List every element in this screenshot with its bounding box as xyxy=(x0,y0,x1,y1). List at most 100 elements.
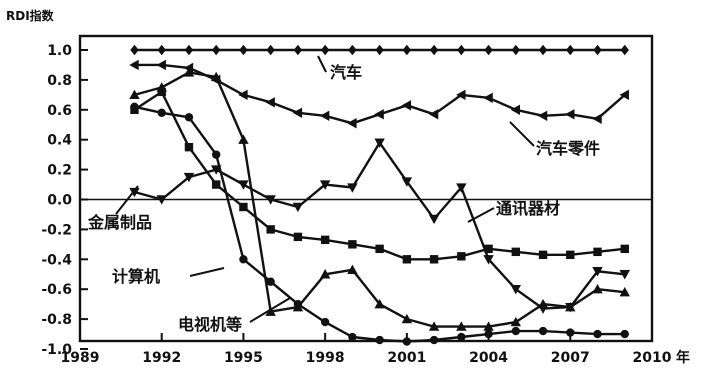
series-2-point xyxy=(238,180,249,190)
series-5-point xyxy=(211,150,221,159)
plot-frame xyxy=(78,34,654,343)
annotation-label: 金属制品 xyxy=(87,213,152,232)
y-tick-label: 1.0 xyxy=(47,43,72,59)
series-4-point xyxy=(483,321,494,331)
series-4-point xyxy=(347,264,358,274)
series-marker-group xyxy=(129,44,630,346)
series-1-point xyxy=(537,110,548,121)
series-1-point xyxy=(401,100,412,111)
series-1-point xyxy=(183,62,194,74)
series-5-point xyxy=(484,329,493,339)
series-1-point xyxy=(319,110,330,121)
series-2-point xyxy=(265,195,276,205)
y-tick-label: -1.0 xyxy=(41,342,72,358)
series-2-point xyxy=(619,270,630,280)
series-4-point xyxy=(510,316,522,327)
series-line-group xyxy=(133,48,626,343)
x-tick-label: 2010 xyxy=(633,350,672,366)
series-0-point xyxy=(620,44,629,56)
annotation-pointer xyxy=(509,121,535,147)
y-tick-label: 0.8 xyxy=(47,73,72,89)
annotation-pointer xyxy=(115,185,139,215)
series-1-point xyxy=(428,109,439,120)
annotation-pointer xyxy=(249,297,291,323)
series-2-line xyxy=(134,141,625,310)
series-1-point xyxy=(129,59,139,71)
series-5-point xyxy=(130,102,139,112)
series-4-point xyxy=(129,89,140,100)
series-3-point xyxy=(593,247,602,257)
series-0-point xyxy=(538,44,548,56)
annotation-label: 汽车零件 xyxy=(536,139,600,158)
series-3-point xyxy=(320,235,330,245)
y-axis-label: RDI指数 xyxy=(6,8,55,23)
x-tick-label: 2001 xyxy=(387,350,426,366)
series-4-point xyxy=(456,321,467,331)
series-0-point xyxy=(402,44,412,56)
x-tick-group: 1989 1992 1995 1998 2001 2004 2007 2010 xyxy=(61,333,672,366)
y-tick-label: 0.6 xyxy=(47,103,72,119)
series-2-point xyxy=(129,187,140,198)
x-tick-label: 1995 xyxy=(224,350,263,366)
series-2-point xyxy=(592,267,603,277)
series-3-point xyxy=(620,244,629,254)
series-0-point xyxy=(320,44,330,56)
series-1-point xyxy=(565,109,575,120)
y-tick-label: -0.2 xyxy=(41,222,72,238)
series-4-point xyxy=(183,67,195,77)
x-axis-label: 年 xyxy=(676,349,690,366)
series-4-point xyxy=(238,134,249,144)
series-2-point xyxy=(483,255,494,265)
series-2-point xyxy=(319,180,331,190)
series-3-point xyxy=(266,225,275,234)
series-1-point xyxy=(483,92,493,104)
series-0-point xyxy=(211,44,221,56)
series-5-point xyxy=(375,335,384,345)
y-tick-label: -0.6 xyxy=(41,282,72,298)
series-2-point xyxy=(510,285,522,295)
series-4-point xyxy=(537,298,549,309)
series-3-point xyxy=(184,142,194,152)
series-0-point xyxy=(429,44,439,56)
x-tick-label: 2004 xyxy=(469,350,508,366)
series-1-point xyxy=(265,97,275,108)
series-2-point xyxy=(401,177,413,187)
series-1-point xyxy=(374,109,384,120)
series-3-point xyxy=(348,240,357,249)
series-3-point xyxy=(211,180,221,189)
series-3-point xyxy=(293,232,303,242)
x-tick-label: 1998 xyxy=(306,350,345,366)
series-0-point xyxy=(593,44,602,56)
series-0-point xyxy=(566,44,575,56)
y-tick-label: 0.4 xyxy=(47,133,72,149)
series-3-point xyxy=(566,250,575,260)
series-5-point xyxy=(239,255,248,264)
y-tick-label: -0.4 xyxy=(41,252,72,268)
series-1-point xyxy=(238,89,248,101)
series-2-point xyxy=(374,138,385,148)
series-4-point xyxy=(319,269,331,279)
series-0-point xyxy=(457,44,466,56)
series-3-point xyxy=(429,255,439,264)
series-3-point xyxy=(538,250,548,260)
series-0-point xyxy=(293,44,303,56)
series-5-point xyxy=(348,332,357,342)
series-4-point xyxy=(210,71,222,82)
series-5-point xyxy=(457,332,466,342)
series-4-point xyxy=(592,284,603,294)
series-0-point xyxy=(375,44,384,56)
series-5-point xyxy=(620,329,629,339)
series-0-point xyxy=(184,44,194,56)
x-tick-label: 2007 xyxy=(551,350,590,366)
series-0-point xyxy=(266,44,275,56)
series-1-point xyxy=(292,107,303,118)
series-5-point xyxy=(320,317,330,327)
series-5-point xyxy=(293,299,303,309)
series-0-point xyxy=(239,44,248,56)
annotation-label: 电视机等 xyxy=(178,315,242,334)
series-4-point xyxy=(401,313,413,324)
series-5-point xyxy=(429,335,439,345)
series-3-point xyxy=(484,244,493,254)
